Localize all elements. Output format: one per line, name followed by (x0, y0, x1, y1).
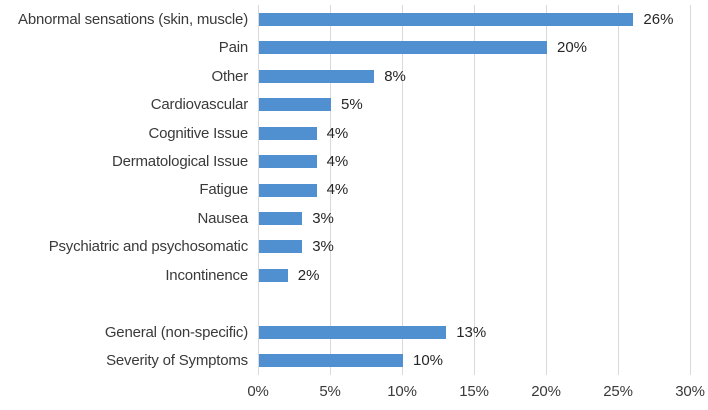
bar (259, 211, 303, 225)
x-axis-tick-label: 15% (459, 383, 489, 400)
category-label: Other (211, 67, 248, 85)
x-axis-tick-label: 5% (319, 383, 341, 400)
category-label: General (non-specific) (104, 323, 248, 341)
value-label: 26% (643, 10, 674, 28)
value-label: 20% (557, 39, 588, 57)
value-label: 2% (297, 266, 320, 284)
bar (259, 325, 447, 339)
value-label: 3% (312, 209, 334, 227)
gridline (330, 5, 331, 375)
bar (259, 268, 288, 282)
gridline (258, 5, 259, 375)
bar (259, 126, 317, 140)
x-axis-tick-label: 25% (603, 383, 633, 400)
category-label: Psychiatric and psychosomatic (48, 238, 248, 256)
bar (259, 183, 317, 197)
gridline (546, 5, 547, 375)
x-axis-tick-label: 10% (387, 383, 417, 400)
bar (259, 69, 375, 83)
category-label: Nausea (197, 209, 248, 227)
bar (259, 12, 634, 26)
value-label: 4% (326, 124, 349, 142)
category-label: Severity of Symptoms (106, 352, 248, 370)
x-axis-tick-label: 0% (247, 383, 269, 400)
value-label: 13% (456, 323, 487, 341)
bar (259, 155, 317, 169)
x-axis-tick-label: 30% (675, 383, 705, 400)
value-label: 4% (326, 181, 349, 199)
gridline (690, 5, 691, 375)
category-label: Abnormal sensations (skin, muscle) (18, 10, 248, 28)
value-label: 3% (312, 238, 334, 256)
category-label: Pain (218, 39, 248, 57)
value-label: 4% (326, 153, 349, 171)
gridline (474, 5, 475, 375)
category-label: Incontinence (165, 266, 248, 284)
bar (259, 240, 303, 254)
value-label: 8% (384, 67, 406, 85)
gridline (618, 5, 619, 375)
value-label: 5% (341, 96, 363, 114)
x-axis-tick-label: 20% (531, 383, 561, 400)
gridline (402, 5, 403, 375)
bar (259, 354, 403, 368)
category-label: Fatigue (199, 181, 248, 199)
bar (259, 98, 331, 112)
category-label: Cognitive Issue (148, 124, 248, 142)
category-label: Cardiovascular (150, 96, 248, 114)
value-label: 10% (413, 352, 444, 370)
bar (259, 41, 547, 55)
category-label: Dermatological Issue (111, 153, 248, 171)
